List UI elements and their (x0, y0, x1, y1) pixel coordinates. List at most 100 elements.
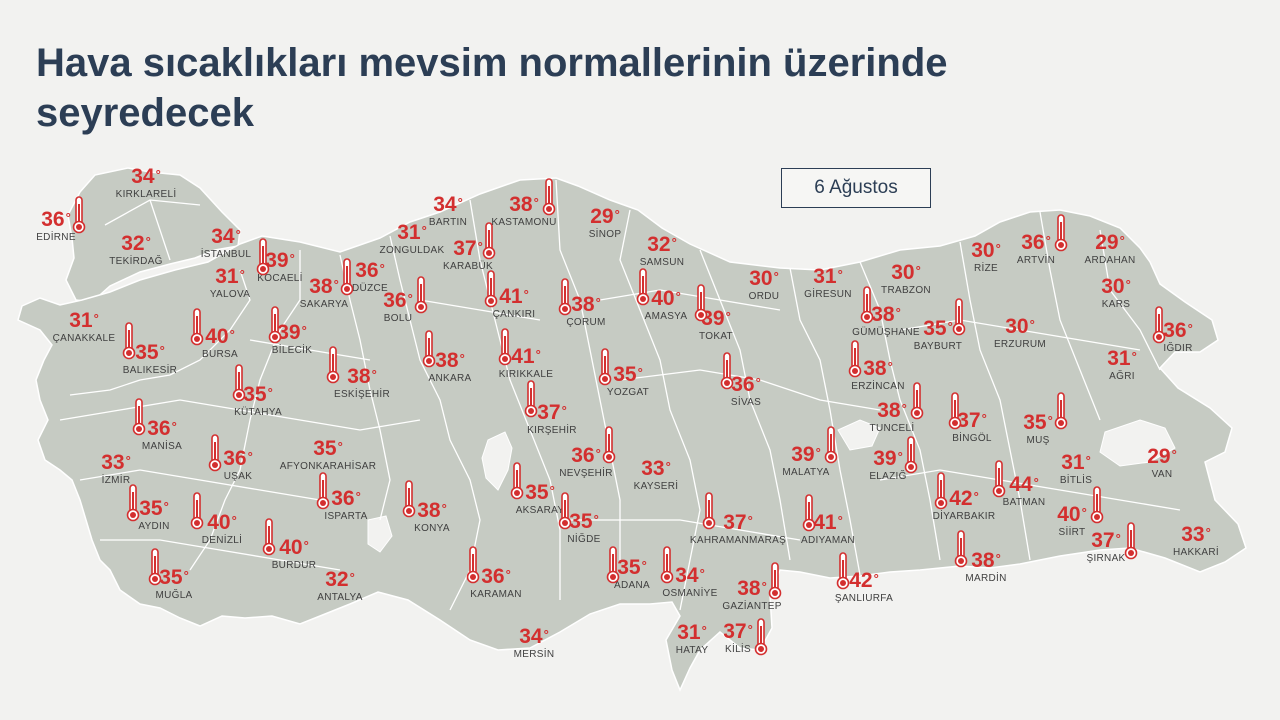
thermometer-icon (126, 484, 140, 522)
city-temperature: 40° (202, 326, 238, 348)
city-label: 39° BİLECİK (272, 322, 312, 357)
thermometer-icon (190, 492, 204, 530)
city-name: YOZGAT (606, 387, 650, 398)
city-temperature: 30° (1101, 276, 1131, 298)
city-label: 31° ZONGULDAK (380, 222, 445, 257)
city-temperature: 35° (614, 557, 650, 579)
degree-symbol: ° (1171, 447, 1177, 462)
city-temperature: 37° (527, 402, 577, 424)
degree-symbol: ° (995, 551, 1001, 566)
degree-symbol: ° (421, 223, 427, 238)
temperature-value: 34 (433, 193, 457, 216)
city-name: ESKİŞEHİR (333, 389, 391, 400)
temperature-value: 41 (499, 285, 523, 308)
temperature-value: 42 (849, 569, 873, 592)
city-name: AMASYA (644, 311, 688, 322)
city-temperature: 36° (1163, 320, 1193, 342)
temperature-value: 29 (1095, 231, 1119, 254)
city-label: 35° AFYONKARAHİSAR (280, 438, 376, 473)
degree-symbol: ° (1125, 277, 1131, 292)
city-name: AYDIN (138, 521, 170, 532)
temperature-value: 35 (617, 556, 641, 579)
city-temperature: 41° (801, 512, 855, 534)
temperature-value: 37 (1091, 529, 1115, 552)
thermometer-icon (1054, 392, 1068, 430)
city-temperature: 39° (257, 250, 302, 272)
city-name: ANTALYA (317, 592, 363, 603)
city-name: BURSA (202, 349, 238, 360)
thermometer-icon (208, 434, 222, 472)
city-name: KAHRAMANMARAŞ (689, 535, 787, 546)
temperature-value: 39 (873, 447, 897, 470)
degree-symbol: ° (747, 513, 753, 528)
thermometer-icon (72, 196, 86, 234)
city-temperature: 35° (1023, 412, 1053, 434)
temperature-value: 44 (1009, 473, 1033, 496)
city-label: 33° İZMİR (101, 452, 131, 487)
city-name: ÇANAKKALE (52, 333, 116, 344)
temperature-value: 37 (723, 620, 747, 643)
city-name: RİZE (974, 263, 998, 274)
city-name: ANKARA (428, 373, 472, 384)
degree-symbol: ° (337, 439, 343, 454)
temperature-value: 37 (537, 401, 561, 424)
city-label: 36° SİVAS (731, 374, 761, 409)
thermometer-icon (992, 460, 1006, 498)
city-label: 39° KOCAELİ (257, 250, 302, 285)
degree-symbol: ° (93, 311, 99, 326)
city-label: 37° KIRŞEHİR (527, 402, 577, 437)
temperature-value: 36 (41, 208, 65, 231)
temperature-value: 30 (749, 267, 773, 290)
thermometer-icon (802, 494, 816, 532)
city-label: 31° AĞRI (1107, 348, 1137, 383)
city-label: 44° BATMAN (1003, 474, 1046, 509)
city-name: BARTIN (428, 217, 468, 228)
city-temperature: 38° (414, 500, 450, 522)
degree-symbol: ° (671, 235, 677, 250)
city-temperature: 32° (640, 234, 685, 256)
thermometer-icon (720, 352, 734, 390)
city-name: ÇANKIRI (492, 309, 536, 320)
temperature-value: 32 (121, 232, 145, 255)
city-temperature: 39° (869, 448, 906, 470)
temperature-value: 41 (813, 511, 837, 534)
temperature-value: 36 (571, 444, 595, 467)
city-name: MALATYA (782, 467, 830, 478)
city-temperature: 35° (914, 318, 962, 340)
temperature-value: 35 (525, 481, 549, 504)
city-temperature: 34° (514, 626, 555, 648)
degree-symbol: ° (773, 269, 779, 284)
city-label: 36° ISPARTA (324, 488, 367, 523)
city-label: 38° SAKARYA (300, 276, 348, 311)
city-label: 35° ADANA (614, 557, 650, 592)
degree-symbol: ° (535, 347, 541, 362)
temperature-value: 39 (277, 321, 301, 344)
city-label: 35° MUŞ (1023, 412, 1053, 447)
thermometer-icon (702, 492, 716, 530)
city-temperature: 40° (202, 512, 242, 534)
city-name: AKSARAY (515, 505, 565, 516)
city-label: 34° MERSİN (514, 626, 555, 661)
city-temperature: 34° (201, 226, 252, 248)
temperature-value: 40 (207, 511, 231, 534)
thermometer-icon (340, 258, 354, 296)
temperature-value: 36 (147, 417, 171, 440)
city-temperature: 41° (493, 286, 536, 308)
city-name: SİNOP (588, 229, 622, 240)
city-label: 40° SİİRT (1057, 504, 1087, 539)
city-name: MARDİN (965, 573, 1007, 584)
temperature-value: 39 (265, 249, 289, 272)
temperature-value: 40 (1057, 503, 1081, 526)
city-label: 30° RİZE (971, 240, 1001, 275)
temperature-value: 30 (971, 239, 995, 262)
thermometer-icon (482, 222, 496, 260)
city-name: AFYONKARAHİSAR (279, 461, 377, 472)
city-name: BOLU (383, 313, 413, 324)
city-name: ADIYAMAN (801, 535, 855, 546)
degree-symbol: ° (523, 287, 529, 302)
degree-symbol: ° (701, 623, 707, 638)
city-name: MERSİN (513, 649, 555, 660)
city-label: 38° KONYA (414, 500, 450, 535)
degree-symbol: ° (65, 210, 71, 225)
city-name: DENİZLİ (201, 535, 243, 546)
